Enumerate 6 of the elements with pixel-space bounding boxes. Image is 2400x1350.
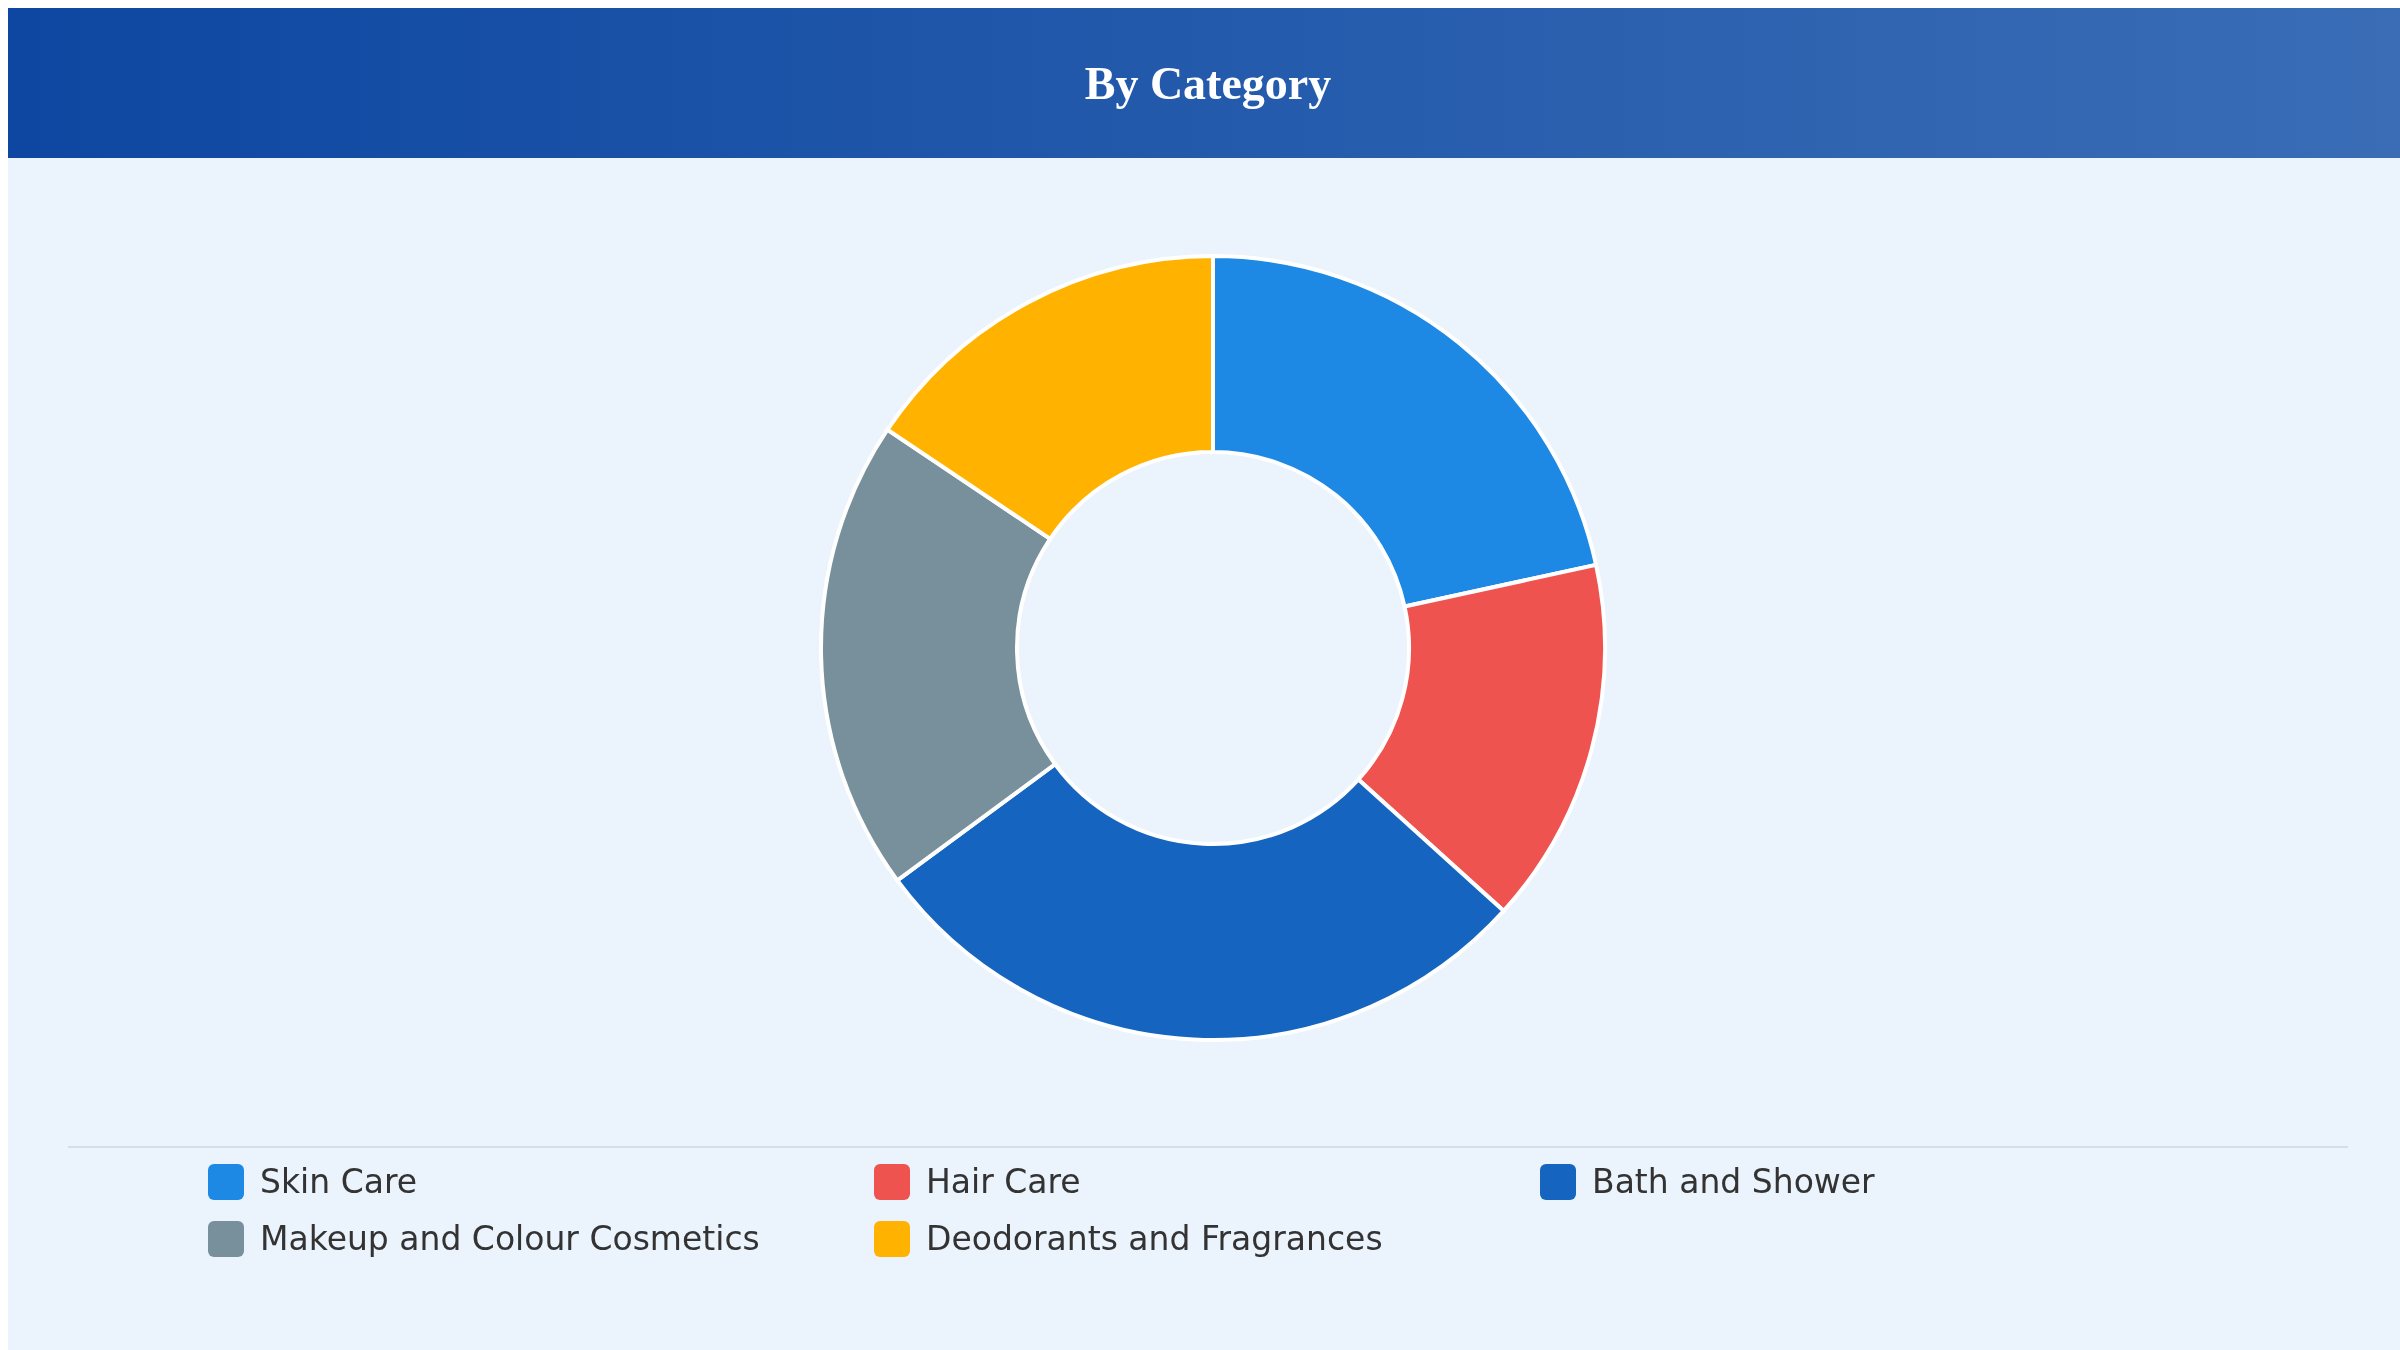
legend-label: Makeup and Colour Cosmetics: [260, 1219, 760, 1258]
legend-label: Hair Care: [926, 1162, 1081, 1201]
legend-label: Bath and Shower: [1592, 1162, 1875, 1201]
chart-title: By Category: [1084, 56, 1332, 110]
legend-label: Skin Care: [260, 1162, 418, 1201]
legend-label: Deodorants and Fragrances: [926, 1219, 1383, 1258]
